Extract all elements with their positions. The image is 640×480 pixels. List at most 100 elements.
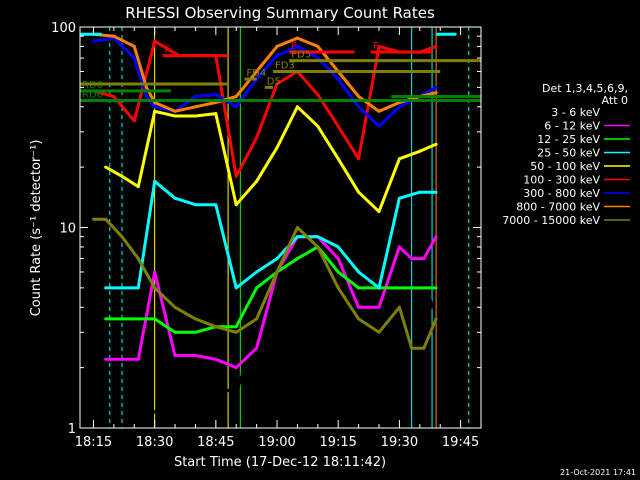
data-point-1-16 bbox=[410, 257, 414, 261]
legend-entry-6: 300 - 800 keV bbox=[523, 187, 600, 200]
data-point-3-13 bbox=[357, 270, 361, 274]
data-point-0-13 bbox=[422, 270, 426, 274]
data-point-4-7 bbox=[234, 203, 238, 207]
y-tick-label-0: 1 bbox=[68, 422, 76, 437]
data-point-0-3 bbox=[214, 385, 218, 389]
plot-area: FFFFD3FD4FD5D5RD0RD6 bbox=[80, 27, 481, 428]
data-point-5-12 bbox=[316, 93, 320, 97]
data-point-3-4 bbox=[173, 196, 177, 200]
data-point-2-11 bbox=[336, 270, 340, 274]
flag-label-4: FD4 bbox=[246, 68, 266, 79]
data-point-7-11 bbox=[295, 36, 299, 40]
data-point-7-9 bbox=[255, 70, 259, 73]
data-point-8-2 bbox=[120, 235, 124, 239]
data-point-5-4 bbox=[165, 47, 169, 51]
data-point-5-3 bbox=[153, 39, 157, 43]
data-point-7-2 bbox=[132, 44, 136, 48]
data-point-0-14 bbox=[430, 305, 434, 309]
data-point-3-15 bbox=[397, 196, 401, 200]
data-point-4-13 bbox=[357, 190, 361, 194]
data-point-8-1 bbox=[104, 217, 108, 221]
data-point-0-2 bbox=[193, 385, 197, 389]
data-point-1-13 bbox=[357, 305, 361, 309]
flag-label-2: F bbox=[373, 41, 379, 52]
data-point-6-2 bbox=[132, 56, 136, 60]
data-point-1-6 bbox=[214, 357, 218, 361]
data-point-5-15 bbox=[377, 44, 381, 48]
y-axis: 1 10 100 bbox=[51, 21, 481, 437]
footer-timestamp: 21-Oct-2021 17:41 bbox=[560, 468, 636, 477]
data-point-6-11 bbox=[295, 44, 299, 48]
data-point-8-10 bbox=[275, 270, 279, 274]
data-point-4-5 bbox=[193, 114, 197, 118]
data-point-4-6 bbox=[214, 112, 218, 116]
series-line-4 bbox=[104, 105, 437, 214]
data-point-5-9 bbox=[255, 136, 259, 140]
legend-header-0: Det 1,3,4,5,6,9, bbox=[542, 82, 628, 95]
data-point-3-17 bbox=[434, 190, 438, 194]
data-point-3-11 bbox=[316, 235, 320, 239]
data-point-6-13 bbox=[336, 77, 340, 81]
data-point-0-1 bbox=[173, 391, 177, 395]
data-point-6-7 bbox=[214, 93, 218, 97]
flag-label-1: F bbox=[291, 41, 297, 52]
data-point-4-4 bbox=[173, 114, 177, 118]
flag-label-0: F bbox=[165, 45, 171, 56]
data-point-4-2 bbox=[136, 185, 140, 189]
data-point-5-10 bbox=[275, 82, 279, 86]
flag-label-8: RD6 bbox=[82, 89, 103, 100]
data-point-7-6 bbox=[193, 105, 197, 109]
data-point-2-1 bbox=[132, 317, 136, 321]
data-point-8-5 bbox=[173, 305, 177, 309]
data-point-2-3 bbox=[173, 330, 177, 334]
data-point-6-8 bbox=[234, 105, 238, 109]
data-point-6-0 bbox=[92, 39, 95, 43]
data-point-7-3 bbox=[145, 85, 148, 89]
chart-title: RHESSI Observing Summary Count Rates bbox=[125, 4, 435, 22]
legend-entry-7: 800 - 7000 keV bbox=[516, 201, 600, 214]
data-point-8-7 bbox=[214, 325, 218, 329]
data-point-6-18 bbox=[434, 85, 438, 89]
data-point-4-8 bbox=[255, 179, 259, 183]
data-point-1-18 bbox=[434, 235, 438, 239]
data-point-4-10 bbox=[295, 105, 299, 109]
y-axis-label: Count Rate (s⁻¹ detector⁻¹) bbox=[29, 140, 44, 317]
data-point-8-0 bbox=[92, 217, 95, 221]
data-point-6-15 bbox=[377, 124, 381, 128]
data-point-5-18 bbox=[434, 44, 438, 48]
data-point-1-3 bbox=[153, 270, 157, 274]
data-point-0-4 bbox=[234, 391, 238, 395]
data-point-1-2 bbox=[136, 357, 140, 361]
x-tick-label-4: 19:15 bbox=[319, 435, 356, 450]
data-point-7-10 bbox=[275, 44, 279, 48]
series-line-8 bbox=[93, 217, 438, 350]
y-tick-label-2: 100 bbox=[51, 21, 76, 36]
data-point-8-9 bbox=[255, 317, 259, 321]
data-point-6-14 bbox=[357, 105, 361, 109]
data-point-7-12 bbox=[316, 44, 320, 48]
data-point-6-10 bbox=[275, 54, 279, 58]
data-point-4-15 bbox=[397, 157, 401, 161]
flag-label-6: D5 bbox=[267, 76, 281, 87]
data-point-7-8 bbox=[234, 95, 238, 98]
flag-label-3: FD3 bbox=[275, 60, 295, 71]
data-point-2-9 bbox=[295, 257, 299, 261]
data-point-4-17 bbox=[434, 142, 438, 146]
x-tick-label-3: 19:00 bbox=[258, 435, 295, 450]
data-point-8-18 bbox=[422, 346, 426, 350]
data-point-3-2 bbox=[136, 286, 140, 290]
x-axis: 18:15 18:30 18:45 19:00 19:15 19:30 19:45 bbox=[75, 27, 482, 450]
data-point-3-3 bbox=[153, 179, 157, 183]
data-point-2-12 bbox=[357, 286, 361, 290]
data-point-3-10 bbox=[295, 235, 299, 239]
data-point-1-14 bbox=[377, 305, 381, 309]
data-point-1-0 bbox=[104, 357, 108, 361]
data-point-2-14 bbox=[397, 286, 401, 290]
data-point-7-1 bbox=[112, 34, 116, 38]
data-point-8-3 bbox=[136, 257, 140, 261]
data-point-7-5 bbox=[173, 109, 177, 113]
data-point-4-3 bbox=[153, 109, 157, 113]
legend-entry-4: 50 - 100 keV bbox=[530, 160, 600, 173]
data-point-4-1 bbox=[120, 174, 124, 178]
data-point-6-3 bbox=[145, 95, 148, 98]
